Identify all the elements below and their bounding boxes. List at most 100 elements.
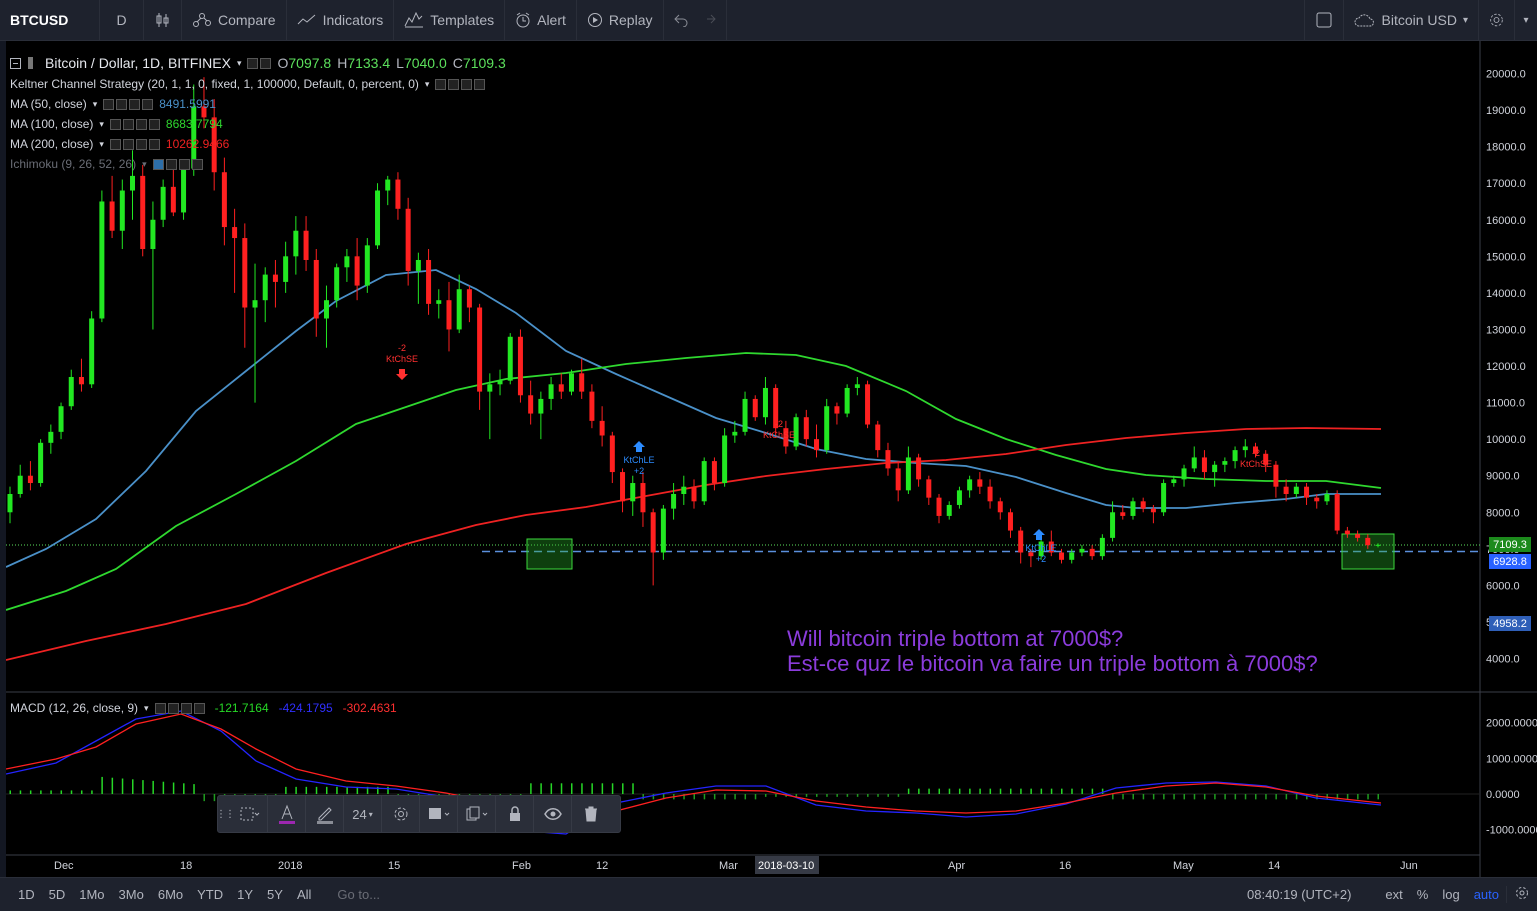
symbol-title[interactable]: Bitcoin / Dollar, 1D, BITFINEX bbox=[45, 55, 231, 71]
ma200-label[interactable]: MA (200, close) bbox=[10, 137, 94, 151]
settings-button[interactable] bbox=[1479, 0, 1515, 40]
template-button[interactable] bbox=[232, 795, 268, 833]
candle-body bbox=[1273, 464, 1279, 487]
goto-button[interactable]: Go to... bbox=[337, 887, 381, 902]
macd-signal-line bbox=[5, 713, 1382, 830]
range-5d[interactable]: 5D bbox=[48, 887, 66, 902]
indicator-controls[interactable] bbox=[103, 98, 154, 110]
clock-label[interactable]: 08:40:19 (UTC+2) bbox=[1247, 887, 1352, 902]
ma200-legend[interactable]: MA (200, close) ▾ 10262.9466 bbox=[10, 137, 229, 151]
collapse-legend-icon[interactable] bbox=[10, 57, 21, 69]
chevron-down-icon[interactable]: ▾ bbox=[236, 57, 242, 68]
clone-icon bbox=[466, 806, 487, 821]
candle-body bbox=[620, 472, 626, 502]
interval-button[interactable]: D bbox=[100, 0, 144, 40]
indicator-controls[interactable] bbox=[435, 78, 486, 90]
log-toggle[interactable]: log bbox=[1442, 887, 1460, 902]
macd-histogram-bar bbox=[1081, 788, 1083, 794]
symbol-search[interactable]: BTCUSD bbox=[0, 0, 100, 40]
indicators-button[interactable]: Indicators bbox=[287, 0, 395, 40]
lock-button[interactable] bbox=[496, 795, 534, 833]
indicator-controls[interactable] bbox=[152, 158, 203, 170]
chart-style-button[interactable] bbox=[144, 0, 182, 40]
candle-body bbox=[415, 259, 421, 271]
series-controls[interactable] bbox=[247, 57, 272, 69]
time-tick-label: Dec bbox=[54, 860, 74, 872]
ext-toggle[interactable]: ext bbox=[1385, 887, 1403, 902]
range-6mo[interactable]: 6Mo bbox=[157, 887, 184, 902]
ichimoku-legend[interactable]: Ichimoku (9, 26, 52, 26) ▾ bbox=[10, 157, 203, 171]
currency-dropdown[interactable]: Bitcoin USD ▾ bbox=[1344, 0, 1479, 40]
macd-legend[interactable]: MACD (12, 26, close, 9) ▾ -121.7164 -424… bbox=[10, 701, 397, 715]
candle-body bbox=[58, 406, 64, 432]
range-1y[interactable]: 1Y bbox=[237, 887, 254, 902]
range-3mo[interactable]: 3Mo bbox=[118, 887, 144, 902]
ichimoku-label[interactable]: Ichimoku (9, 26, 52, 26) bbox=[10, 157, 137, 171]
drag-handle[interactable]: ⋮⋮ bbox=[216, 795, 235, 833]
text-annotation[interactable]: Will bitcoin triple bottom at 7000$? Est… bbox=[787, 626, 1318, 676]
last-price-text: 7109.3 bbox=[1493, 538, 1527, 551]
signal-long-label: KtChLE bbox=[623, 455, 654, 465]
macd-histogram-bar bbox=[366, 786, 369, 794]
range-ytd[interactable]: YTD bbox=[197, 887, 224, 902]
candle-body bbox=[1293, 486, 1299, 494]
candle-body bbox=[824, 406, 830, 451]
settings-button[interactable] bbox=[1506, 886, 1537, 903]
chevron-down-icon[interactable]: ▾ bbox=[92, 98, 98, 109]
macd-histogram-bar bbox=[744, 794, 747, 800]
visual-order-button[interactable] bbox=[420, 795, 458, 833]
replay-button[interactable]: Replay bbox=[577, 0, 664, 40]
macd-label[interactable]: MACD (12, 26, close, 9) bbox=[10, 701, 139, 715]
chevron-down-icon[interactable]: ▾ bbox=[424, 78, 430, 89]
range-5y[interactable]: 5Y bbox=[267, 887, 283, 902]
candle-body bbox=[191, 106, 197, 169]
signal-short-value: -2 bbox=[775, 419, 783, 429]
range-all[interactable]: All bbox=[296, 887, 312, 902]
redo-icon[interactable] bbox=[702, 13, 716, 27]
indicator-controls[interactable] bbox=[154, 702, 205, 714]
drawing-toolbar[interactable]: ⋮⋮ 24 ▾ bbox=[216, 795, 621, 833]
ma50-legend[interactable]: MA (50, close) ▾ 8491.5991 bbox=[10, 97, 216, 111]
layout-button[interactable]: ▾ bbox=[1515, 0, 1537, 40]
compare-button[interactable]: Compare bbox=[182, 0, 287, 40]
gear-icon bbox=[1490, 13, 1503, 27]
macd-histogram-bar bbox=[836, 794, 838, 797]
undo-icon[interactable] bbox=[673, 13, 688, 27]
range-1mo[interactable]: 1Mo bbox=[79, 887, 105, 902]
alert-button[interactable]: Alert bbox=[505, 0, 577, 40]
settings-icon[interactable] bbox=[247, 57, 259, 69]
ma50-label[interactable]: MA (50, close) bbox=[10, 97, 87, 111]
chevron-down-icon[interactable]: ▾ bbox=[144, 702, 149, 713]
text-color-button[interactable] bbox=[268, 795, 306, 833]
chevron-down-icon[interactable]: ▾ bbox=[99, 118, 104, 129]
font-size-dropdown[interactable]: 24 ▾ bbox=[344, 795, 382, 833]
chart-area[interactable]: 20000.0 19000.0 18000.0 17000.0 16000.0 15000… bbox=[5, 41, 1537, 877]
price-tick-label: 20000.0 bbox=[1486, 69, 1526, 81]
keltner-legend[interactable]: Keltner Channel Strategy (20, 1, 1, 0, f… bbox=[10, 77, 486, 91]
indicator-controls[interactable] bbox=[109, 118, 160, 130]
range-1d[interactable]: 1D bbox=[18, 887, 35, 902]
macd-histogram-bar bbox=[172, 782, 175, 794]
ma100-label[interactable]: MA (100, close) bbox=[10, 117, 94, 131]
percent-toggle[interactable]: % bbox=[1416, 887, 1429, 902]
auto-toggle[interactable]: auto bbox=[1473, 887, 1499, 902]
fullscreen-button[interactable] bbox=[1303, 0, 1344, 40]
candle-body bbox=[1007, 512, 1013, 531]
hide-button[interactable] bbox=[534, 795, 572, 833]
price-tick-label: 16000.0 bbox=[1486, 215, 1526, 227]
indicator-controls[interactable] bbox=[109, 138, 160, 150]
templates-button[interactable]: Templates bbox=[394, 0, 506, 40]
delete-button[interactable] bbox=[572, 795, 610, 833]
candle-body bbox=[313, 259, 319, 319]
support-box-1 bbox=[526, 538, 573, 570]
more-icon[interactable] bbox=[260, 57, 272, 69]
price-chart[interactable]: 20000.0 19000.0 18000.0 17000.0 16000.0 15000… bbox=[5, 41, 1537, 877]
background-color-button[interactable] bbox=[306, 795, 344, 833]
macd-histogram-bar bbox=[734, 794, 736, 800]
ma100-legend[interactable]: MA (100, close) ▾ 8683.7794 bbox=[10, 117, 223, 131]
settings-button[interactable] bbox=[382, 795, 420, 833]
clone-button[interactable] bbox=[458, 795, 496, 833]
chevron-down-icon[interactable]: ▾ bbox=[142, 158, 147, 169]
chevron-down-icon[interactable]: ▾ bbox=[99, 138, 104, 149]
keltner-label[interactable]: Keltner Channel Strategy (20, 1, 1, 0, f… bbox=[10, 77, 419, 91]
